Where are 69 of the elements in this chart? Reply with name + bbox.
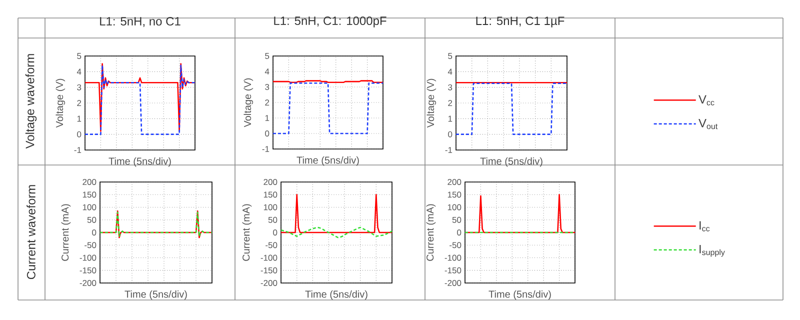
- chart-title: L1: 5nH, C1 1µF: [476, 16, 564, 28]
- y-tick-label: -200: [444, 280, 462, 286]
- y-tick-label: 50: [268, 216, 278, 223]
- y-tick-label: 150: [82, 192, 96, 198]
- y-tick-label: -150: [260, 267, 278, 274]
- legend-label: V$_{out}$: [698, 118, 718, 130]
- y-tick-label: -50: [266, 242, 278, 248]
- y-tick-label: 5: [448, 53, 452, 59]
- y-tick-label: 50: [87, 216, 96, 223]
- y-tick-label: 200: [448, 178, 462, 185]
- y-tick-label: 3: [265, 84, 270, 90]
- y-tick-label: 1: [448, 116, 452, 122]
- y-axis-title: Voltage (V): [426, 78, 436, 128]
- y-tick-label: -50: [450, 242, 462, 248]
- y-tick-label: -1: [445, 147, 452, 153]
- y-tick-label: 0: [77, 131, 82, 138]
- y-tick-label: 150: [264, 192, 278, 198]
- x-axis-title: Time (5ns/div): [480, 157, 542, 167]
- y-tick-label: 5: [265, 53, 270, 59]
- y-tick-label: 100: [448, 204, 462, 210]
- y-tick-label: 3: [448, 84, 452, 90]
- y-tick-label: 4: [76, 68, 82, 75]
- x-axis-title: Time (5ns/div): [305, 290, 368, 300]
- y-tick-label: 100: [264, 204, 278, 210]
- y-tick-label: 2: [77, 100, 82, 106]
- text: Voltage waveform: [25, 54, 37, 149]
- legend-label: V$_{cc}$: [698, 95, 714, 106]
- legend-label: I$_{cc}$: [700, 221, 710, 232]
- y-tick-label: -200: [80, 280, 96, 286]
- y-tick-label: 4: [264, 68, 270, 74]
- y-tick-label: 100: [82, 204, 96, 210]
- y-tick-label: 5: [77, 53, 82, 59]
- y-tick-label: 0: [273, 229, 278, 236]
- y-tick-label: 2: [265, 100, 270, 106]
- y-tick-label: 0: [457, 229, 462, 236]
- y-axis-title: Voltage (V): [56, 78, 66, 128]
- y-tick-label: -1: [74, 147, 82, 153]
- y-tick-label: 3: [77, 84, 82, 90]
- y-tick-label: 200: [264, 178, 278, 185]
- y-tick-label: 50: [452, 216, 462, 223]
- x-axis-title: Time (5ns/div): [296, 156, 359, 166]
- y-tick-label: 0: [265, 130, 270, 136]
- y-axis-title: Current (mA): [61, 204, 71, 261]
- y-tick-label: -1: [262, 146, 270, 152]
- y-axis-title: Current (mA): [426, 204, 436, 261]
- y-tick-label: -50: [84, 242, 96, 248]
- y-axis-title: Current (mA): [242, 204, 252, 261]
- y-tick-label: -100: [80, 254, 96, 261]
- y-tick-label: 1: [265, 115, 270, 121]
- x-axis-title: Time (5ns/div): [488, 290, 551, 300]
- y-tick-label: -200: [260, 280, 278, 286]
- y-tick-label: 0: [92, 229, 96, 236]
- y-tick-label: 0: [448, 131, 452, 138]
- x-axis-title: Time (5ns/div): [124, 290, 187, 300]
- legend-label: I$_{supply}$: [700, 245, 725, 257]
- y-tick-label: -100: [444, 254, 462, 261]
- y-axis-title: Voltage (V): [244, 78, 254, 128]
- x-axis-title: Time (5ns/div): [108, 157, 171, 167]
- y-tick-label: 4: [448, 68, 452, 75]
- y-tick-label: 1: [77, 116, 82, 122]
- y-tick-label: 200: [82, 178, 96, 185]
- chart-title: L1: 5nH, no C1: [100, 17, 180, 27]
- y-tick-label: 150: [448, 192, 462, 198]
- chart-title: L1: 5nH, C1: 1000pF: [274, 16, 386, 28]
- y-tick-label: -100: [260, 254, 278, 261]
- y-tick-label: -150: [80, 267, 96, 274]
- y-tick-label: 2: [448, 100, 452, 106]
- text: Current waveform: [26, 185, 36, 280]
- y-tick-label: -150: [444, 267, 462, 274]
